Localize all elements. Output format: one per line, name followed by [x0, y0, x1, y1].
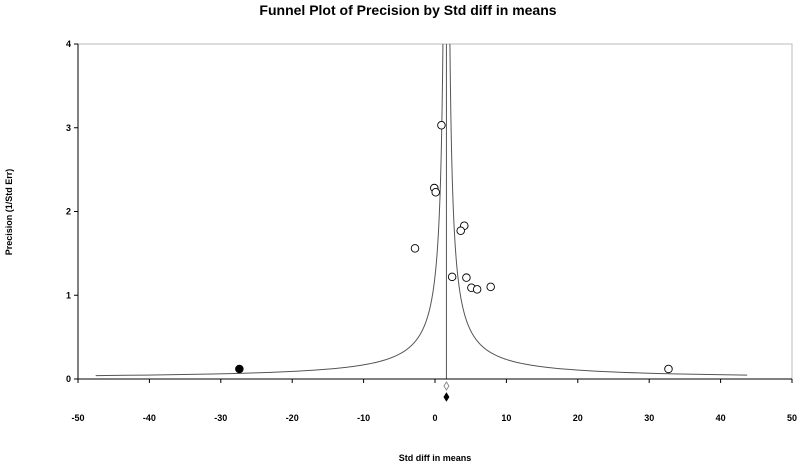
summary-diamond-filled: [443, 392, 450, 402]
study-point: [664, 364, 673, 374]
axes: -50 -40 -30 -20 -10 0 10 20 30 40 50 0 1 2 3 4: [66, 39, 797, 423]
study-point: [431, 187, 440, 197]
x-tick-label: -30: [214, 413, 227, 423]
funnel-right-limit: [449, 43, 748, 376]
x-tick-label: 0: [432, 413, 437, 423]
plot-area-frame: [77, 43, 793, 380]
summary-diamond-open: [443, 381, 450, 391]
study-point: [462, 273, 471, 282]
x-tick-label: -10: [357, 413, 370, 423]
x-tick-label: -20: [286, 413, 299, 423]
x-tick-label: -40: [143, 413, 156, 423]
x-tick-label: 10: [501, 413, 511, 423]
study-point: [437, 120, 446, 130]
imputed-study-point: [235, 364, 244, 374]
x-tick-label: 30: [644, 413, 654, 423]
chart-title: Funnel Plot of Precision by Std diff in …: [259, 2, 556, 18]
y-tick-label: 3: [66, 123, 71, 133]
y-tick-label: 2: [66, 207, 71, 217]
study-point: [486, 282, 495, 292]
study-point: [447, 272, 457, 282]
x-tick-label: -50: [71, 413, 84, 423]
y-tick-label: 1: [66, 290, 71, 300]
y-tick-label: 4: [66, 39, 71, 49]
x-tick-label: 20: [573, 413, 583, 423]
study-point: [410, 244, 420, 253]
y-tick-label: 0: [66, 374, 71, 384]
funnel-lines: [95, 43, 748, 379]
y-axis-label: Precision (1/Std Err): [4, 169, 14, 256]
x-tick-label: 40: [716, 413, 726, 423]
x-axis-label: Std diff in means: [399, 453, 472, 463]
study-points: [235, 120, 673, 374]
study-point: [456, 226, 465, 236]
study-point: [472, 285, 482, 294]
x-tick-label: 50: [787, 413, 797, 423]
summary-markers: [443, 381, 450, 402]
funnel-left-limit: [95, 43, 444, 377]
